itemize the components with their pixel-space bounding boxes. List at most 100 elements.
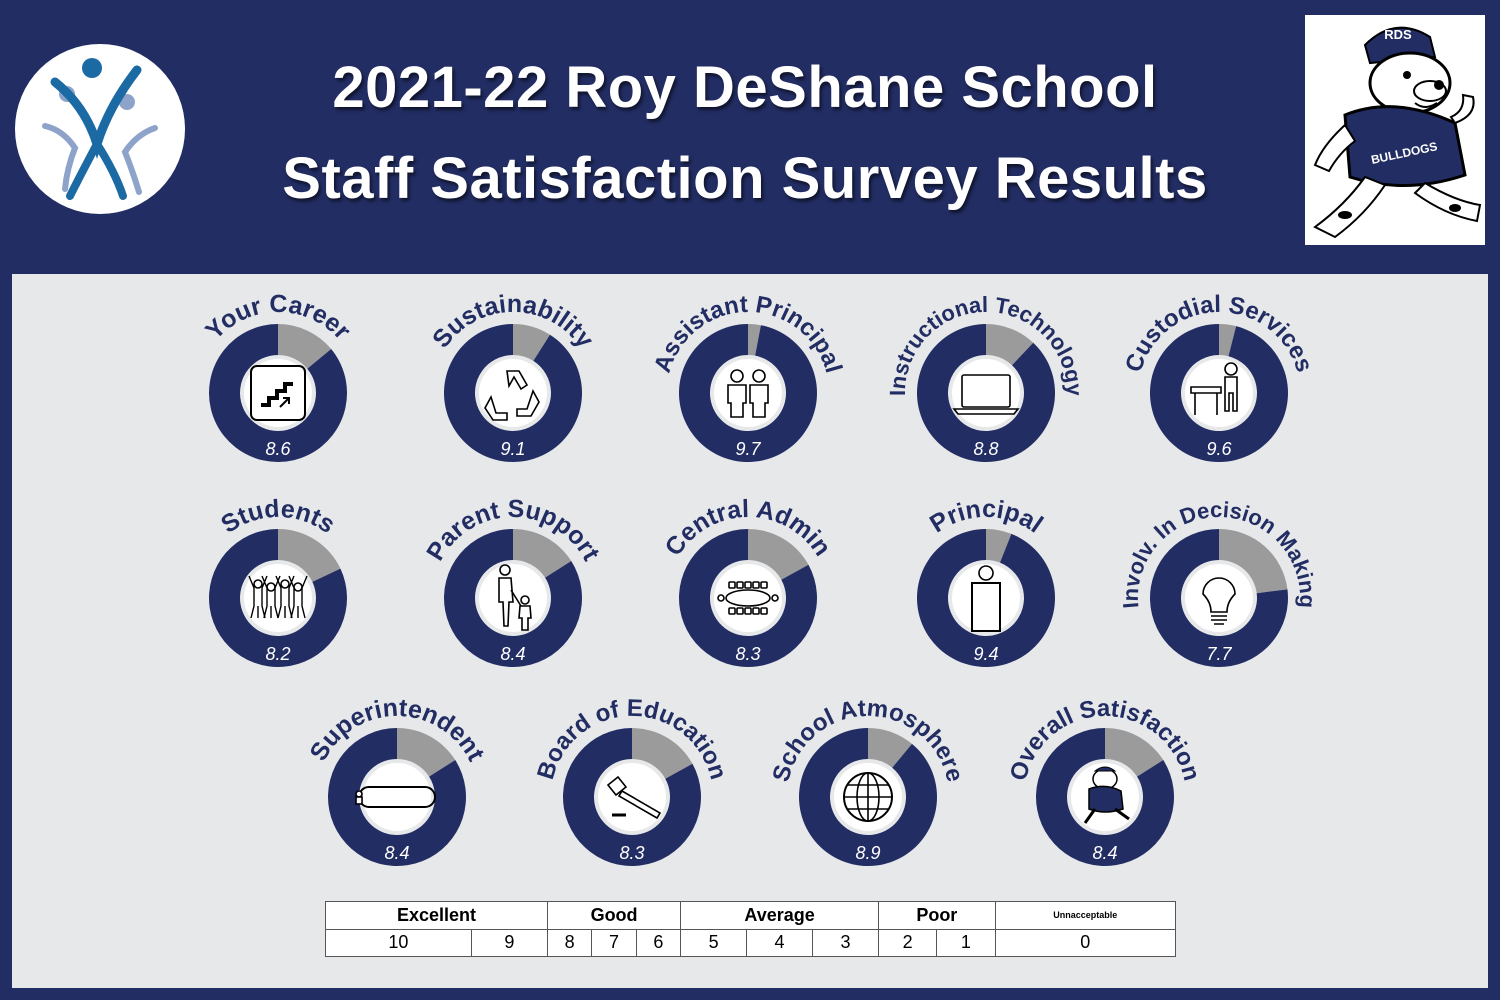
donut-remainder-segment — [1105, 728, 1164, 777]
donut-value-label: 9.6 — [1206, 439, 1232, 459]
donut-value-label: 9.7 — [735, 439, 761, 459]
scale-number: 1 — [936, 928, 996, 957]
donut-value-label: 8.4 — [384, 843, 409, 863]
donut-remainder-segment — [278, 529, 341, 582]
donut-remainder-segment — [748, 324, 761, 356]
donut-value-label: 8.3 — [735, 644, 760, 664]
icon-background — [714, 359, 782, 427]
donut-value-segment — [444, 324, 582, 462]
bulldog-icon — [1083, 766, 1130, 824]
custodian-table-icon — [1190, 362, 1238, 415]
donut-value-segment — [563, 728, 701, 866]
scale-number: 9 — [470, 928, 549, 957]
conference-table-icon — [355, 786, 436, 808]
donut-value-label: 8.3 — [619, 843, 644, 863]
scale-number: 8 — [546, 928, 593, 957]
donut-value-segment — [209, 529, 348, 667]
donut-value-segment — [1150, 529, 1289, 667]
donut-value-segment — [917, 324, 1055, 462]
meeting-table-icon — [717, 581, 779, 615]
icon-background — [363, 763, 431, 831]
donut-value-label: 8.9 — [855, 843, 880, 863]
donut-remainder-segment — [1219, 324, 1237, 357]
recycle-icon — [484, 370, 540, 421]
donut-remainder-segment — [513, 324, 550, 361]
donut-value-segment — [328, 728, 467, 867]
scale-number: 6 — [635, 928, 682, 957]
scale-category-good: Good — [546, 901, 682, 930]
scale-category-excellent: Excellent — [325, 901, 548, 930]
donut-value-label: 8.4 — [500, 644, 525, 664]
donut-remainder-segment — [748, 529, 809, 580]
donut-value-label: 8.4 — [1092, 843, 1117, 863]
icon-background — [714, 564, 782, 632]
donut-value-label: 7.7 — [1206, 644, 1232, 664]
scale-number: 3 — [812, 928, 880, 957]
bulldog-mascot-icon: RDS BULLDOGS — [1305, 15, 1485, 245]
scale-category-unacceptable: Unnacceptable — [994, 901, 1177, 930]
donut-value-segment — [208, 324, 347, 462]
scale-number: 4 — [746, 928, 814, 957]
donut-value-segment — [1150, 324, 1288, 462]
page-title-line-2: Staff Satisfaction Survey Results — [282, 146, 1208, 211]
mascot-cap-text: RDS — [1384, 27, 1412, 42]
donut-value-label: 8.8 — [973, 439, 998, 459]
icon-background — [952, 564, 1020, 632]
icon-background — [1185, 564, 1253, 632]
icon-background — [479, 359, 547, 427]
stairs-icon — [250, 365, 306, 421]
donut-remainder-segment — [986, 324, 1034, 366]
donut-remainder-segment — [986, 529, 1012, 563]
donut-value-label: 8.6 — [265, 439, 291, 459]
donut-value-label: 9.1 — [500, 439, 525, 459]
scale-number: 10 — [325, 928, 472, 957]
scale-number: 5 — [680, 928, 748, 957]
globe-icon — [843, 772, 893, 822]
donut-remainder-segment — [1219, 529, 1288, 594]
donut-value-segment — [678, 529, 817, 667]
donut-value-label: 8.2 — [265, 644, 290, 664]
laptop-icon — [952, 374, 1020, 415]
donut-value-segment — [916, 529, 1055, 667]
results-panel: 8.6 Your Career 9.1 Sustainability 9.7 Assist… — [12, 274, 1488, 988]
scale-number: 7 — [591, 928, 637, 957]
students-group-icon — [248, 575, 308, 619]
two-people-icon — [727, 369, 769, 418]
icon-background — [952, 359, 1020, 427]
donut-value-segment — [799, 728, 938, 866]
people-logo-icon — [42, 58, 158, 200]
lightbulb-icon — [1202, 577, 1236, 625]
donut-value-segment — [679, 324, 818, 462]
donut-remainder-segment — [397, 728, 456, 777]
scale-category-average: Average — [680, 901, 880, 930]
donut-remainder-segment — [632, 728, 693, 779]
donut-value-label: 9.4 — [973, 644, 998, 664]
donut-remainder-segment — [278, 324, 332, 369]
scale-category-poor: Poor — [878, 901, 996, 930]
person-icon — [971, 565, 1001, 632]
header: 2021-22 Roy DeShane School Staff Satisfa… — [0, 0, 1500, 270]
page-title-line-1: 2021-22 Roy DeShane School — [332, 55, 1158, 120]
donut-value-segment — [444, 529, 582, 667]
donut-remainder-segment — [513, 529, 572, 578]
donut-remainder-segment — [868, 728, 912, 768]
donut-value-segment — [1036, 728, 1175, 867]
parent-child-icon — [498, 564, 532, 631]
scale-number: 2 — [878, 928, 938, 957]
gavel-icon — [606, 775, 662, 820]
district-logo — [15, 44, 185, 214]
